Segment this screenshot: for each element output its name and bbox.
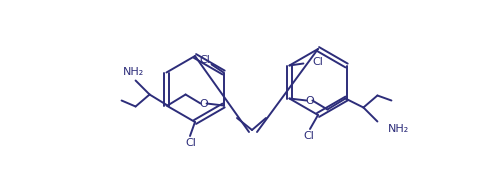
Text: Cl: Cl xyxy=(199,54,210,65)
Text: NH₂: NH₂ xyxy=(387,125,408,134)
Text: Cl: Cl xyxy=(312,56,323,67)
Text: O: O xyxy=(305,96,314,105)
Text: NH₂: NH₂ xyxy=(123,67,144,76)
Text: Cl: Cl xyxy=(186,138,197,148)
Text: Cl: Cl xyxy=(304,131,314,141)
Text: O: O xyxy=(199,99,208,108)
